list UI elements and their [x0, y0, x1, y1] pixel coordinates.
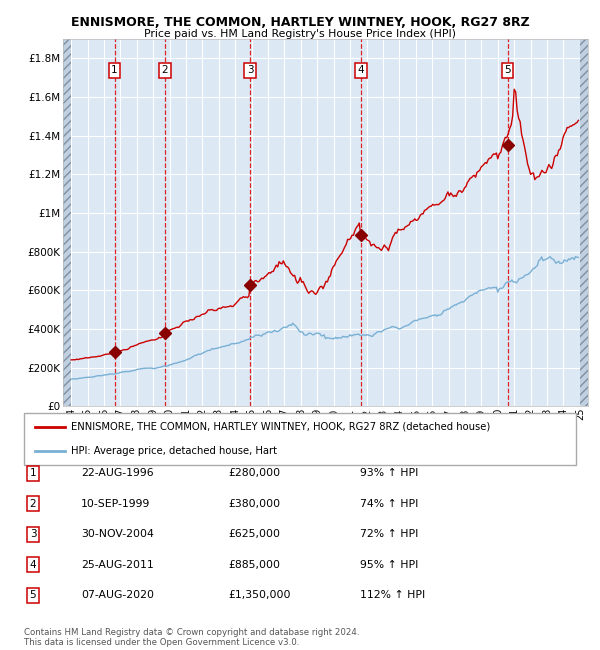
Text: 5: 5: [504, 65, 511, 75]
Text: Contains HM Land Registry data © Crown copyright and database right 2024.
This d: Contains HM Land Registry data © Crown c…: [24, 628, 359, 647]
Text: ENNISMORE, THE COMMON, HARTLEY WINTNEY, HOOK, RG27 8RZ: ENNISMORE, THE COMMON, HARTLEY WINTNEY, …: [71, 16, 529, 29]
Text: 74% ↑ HPI: 74% ↑ HPI: [360, 499, 418, 509]
Text: 07-AUG-2020: 07-AUG-2020: [81, 590, 154, 601]
Text: 2: 2: [29, 499, 37, 509]
Text: HPI: Average price, detached house, Hart: HPI: Average price, detached house, Hart: [71, 446, 277, 456]
Bar: [580, 39, 588, 406]
Text: 1: 1: [29, 468, 37, 478]
Text: 2: 2: [161, 65, 168, 75]
Text: 30-NOV-2004: 30-NOV-2004: [81, 529, 154, 539]
Text: 95% ↑ HPI: 95% ↑ HPI: [360, 560, 418, 570]
Text: 1: 1: [111, 65, 118, 75]
Text: 5: 5: [29, 590, 37, 601]
Text: £380,000: £380,000: [228, 499, 280, 509]
Text: 22-AUG-1996: 22-AUG-1996: [81, 468, 154, 478]
Text: £280,000: £280,000: [228, 468, 280, 478]
Text: 25-AUG-2011: 25-AUG-2011: [81, 560, 154, 570]
FancyBboxPatch shape: [24, 413, 576, 465]
Text: £885,000: £885,000: [228, 560, 280, 570]
Text: 4: 4: [358, 65, 364, 75]
Text: 4: 4: [29, 560, 37, 570]
Bar: [63, 39, 71, 406]
Text: 72% ↑ HPI: 72% ↑ HPI: [360, 529, 418, 539]
Text: Price paid vs. HM Land Registry's House Price Index (HPI): Price paid vs. HM Land Registry's House …: [144, 29, 456, 38]
Text: £625,000: £625,000: [228, 529, 280, 539]
Text: ENNISMORE, THE COMMON, HARTLEY WINTNEY, HOOK, RG27 8RZ (detached house): ENNISMORE, THE COMMON, HARTLEY WINTNEY, …: [71, 422, 490, 432]
Text: 3: 3: [247, 65, 254, 75]
Text: £1,350,000: £1,350,000: [228, 590, 290, 601]
Text: 93% ↑ HPI: 93% ↑ HPI: [360, 468, 418, 478]
Text: 10-SEP-1999: 10-SEP-1999: [81, 499, 151, 509]
Text: 3: 3: [29, 529, 37, 539]
Text: 112% ↑ HPI: 112% ↑ HPI: [360, 590, 425, 601]
